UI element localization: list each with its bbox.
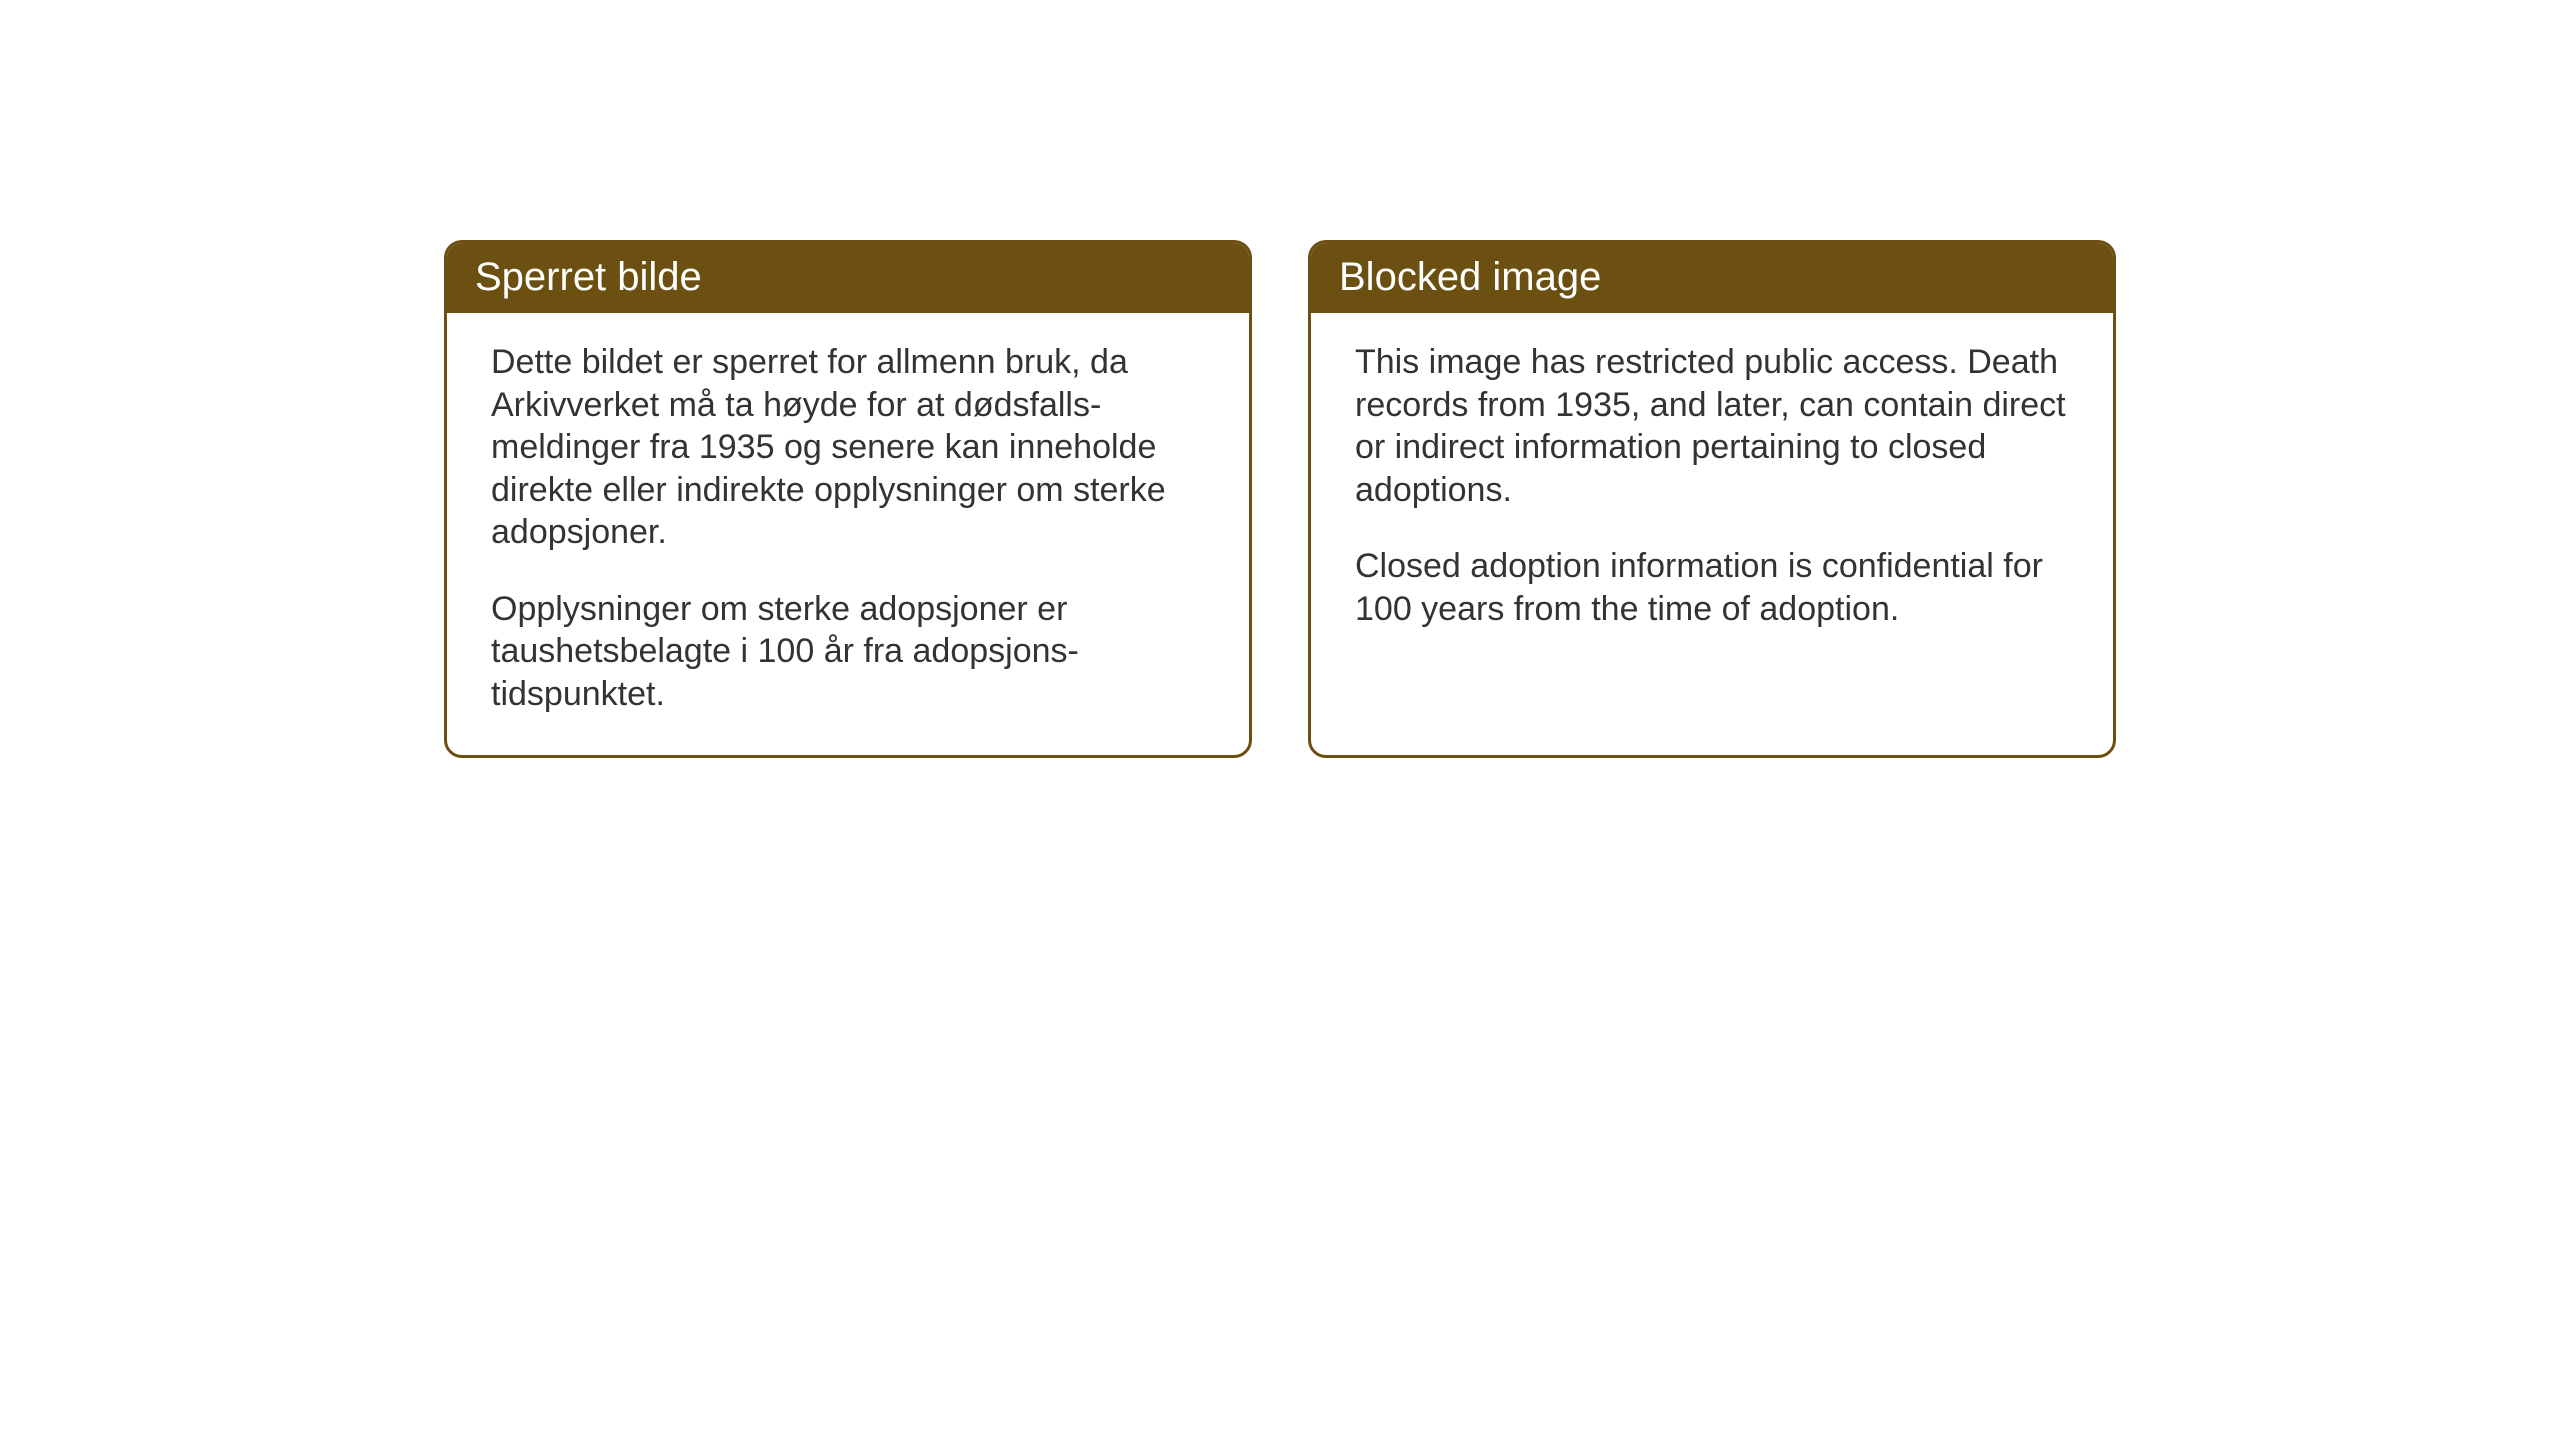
notice-paragraph-2-english: Closed adoption information is confident… [1355,545,2069,630]
notice-header-norwegian: Sperret bilde [447,243,1249,313]
notice-paragraph-1-norwegian: Dette bildet er sperret for allmenn bruk… [491,341,1205,554]
notice-box-norwegian: Sperret bilde Dette bildet er sperret fo… [444,240,1252,758]
notice-paragraph-2-norwegian: Opplysninger om sterke adopsjoner er tau… [491,588,1205,716]
notice-body-norwegian: Dette bildet er sperret for allmenn bruk… [447,313,1249,755]
notice-body-english: This image has restricted public access.… [1311,313,2113,739]
notice-paragraph-1-english: This image has restricted public access.… [1355,341,2069,511]
notices-container: Sperret bilde Dette bildet er sperret fo… [444,240,2116,758]
notice-box-english: Blocked image This image has restricted … [1308,240,2116,758]
notice-header-english: Blocked image [1311,243,2113,313]
